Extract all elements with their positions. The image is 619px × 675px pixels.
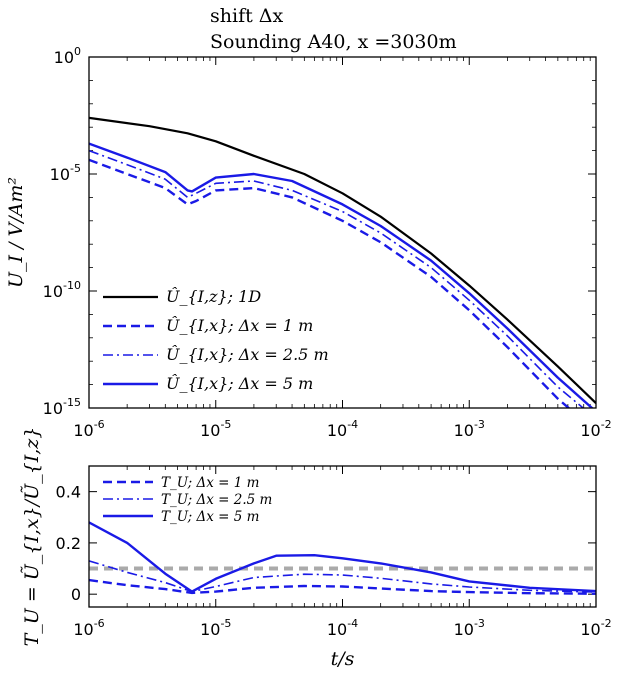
y-axis-label: U_I / V/Am² bbox=[5, 177, 27, 288]
x-tick-label: 10-6 bbox=[73, 617, 104, 639]
y-tick-label: 10-15 bbox=[43, 396, 81, 418]
bottom-plot: 10-6 10-5 10-4 10-3 10-2 0 0.2 0.4 T_U; Δx = 1 m… bbox=[20, 427, 612, 670]
series-line-0 bbox=[89, 116, 596, 404]
legend-label: Û_{I,x}; Δx = 1 m bbox=[166, 315, 313, 335]
x-tick-label: 10-2 bbox=[580, 418, 611, 440]
top-plot: 10-6 10-5 10-4 10-3 10-2 100 10-5 10-10 10-15 Û_{… bbox=[5, 45, 612, 440]
x-minor-ticks bbox=[126, 57, 591, 408]
y-tick-label: 0.2 bbox=[56, 534, 81, 553]
y-tick-label: 100 bbox=[54, 45, 81, 67]
legend: T_U; Δx = 1 mT_U; Δx = 2.5 mT_U; Δx = 5 … bbox=[103, 475, 272, 525]
legend-label: T_U; Δx = 5 m bbox=[161, 509, 259, 525]
y-tick-label: 0 bbox=[71, 585, 81, 604]
x-tick-label: 10-3 bbox=[454, 617, 485, 639]
x-tick-label: 10-3 bbox=[454, 418, 485, 440]
legend-label: Û_{I,x}; Δx = 2.5 m bbox=[166, 344, 329, 364]
plot-frame bbox=[88, 56, 597, 409]
series-line-2 bbox=[89, 149, 585, 408]
series-line-2 bbox=[89, 521, 596, 593]
x-tick-label: 10-4 bbox=[327, 617, 358, 639]
y-tick-label: 0.4 bbox=[56, 483, 81, 502]
y-axis-label: T_U = Ũ_{I,x}/Ũ_{I,z} bbox=[20, 427, 43, 647]
legend-label: T_U; Δx = 2.5 m bbox=[161, 492, 272, 508]
plot-frame bbox=[88, 465, 597, 608]
x-minor-ticks bbox=[126, 466, 591, 607]
legend: Û_{I,z}; 1D Û_{I,x}; Δx = 1 m Û_{I,x}; Δx … bbox=[103, 286, 329, 393]
x-axis-label: t/s bbox=[331, 648, 355, 670]
series-line-0 bbox=[89, 578, 596, 595]
series-line-1 bbox=[89, 560, 596, 593]
legend-label: Û_{I,z}; 1D bbox=[166, 286, 261, 306]
title-line-1: shift Δx bbox=[210, 5, 283, 27]
x-tick-label: 10-4 bbox=[327, 418, 358, 440]
legend-label: Û_{I,x}; Δx = 5 m bbox=[166, 373, 313, 393]
y-tick-label: 10-10 bbox=[43, 279, 81, 301]
x-tick-label: 10-5 bbox=[200, 418, 231, 440]
x-tick-label: 10-2 bbox=[580, 617, 611, 639]
series-line-3 bbox=[89, 142, 594, 408]
y-tick-label: 10-5 bbox=[50, 162, 81, 184]
title-line-2: Sounding A40, x =3030m bbox=[210, 31, 457, 53]
series-line-1 bbox=[89, 158, 571, 408]
x-tick-label: 10-6 bbox=[73, 418, 104, 440]
x-tick-label: 10-5 bbox=[200, 617, 231, 639]
legend-label: T_U; Δx = 1 m bbox=[161, 475, 259, 491]
